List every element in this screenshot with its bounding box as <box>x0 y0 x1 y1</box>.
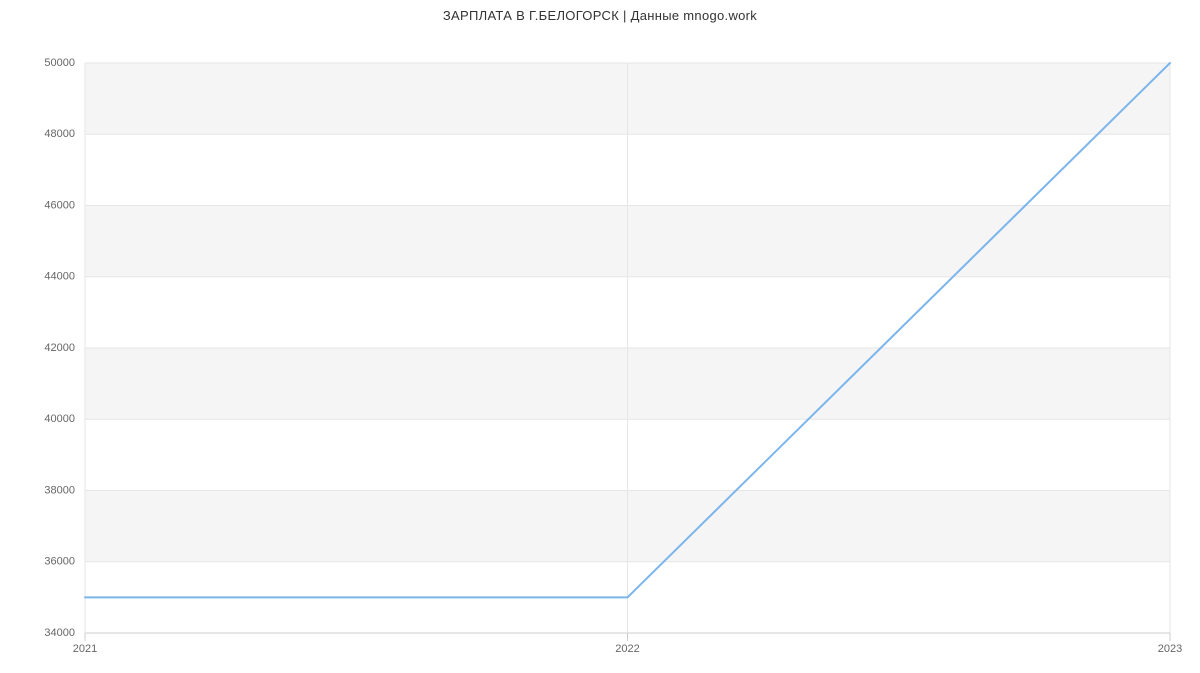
y-tick-label: 38000 <box>44 484 75 496</box>
y-tick-label: 34000 <box>44 627 75 639</box>
y-tick-label: 46000 <box>44 199 75 211</box>
x-tick-label: 2021 <box>73 643 97 655</box>
y-tick-label: 50000 <box>44 57 75 69</box>
y-tick-label: 36000 <box>44 556 75 568</box>
y-tick-label: 42000 <box>44 342 75 354</box>
chart-title: ЗАРПЛАТА В Г.БЕЛОГОРСК | Данные mnogo.wo… <box>0 0 1200 23</box>
x-tick-label: 2022 <box>615 643 639 655</box>
y-tick-label: 40000 <box>44 413 75 425</box>
x-tick-label: 2023 <box>1158 643 1182 655</box>
salary-line-chart: ЗАРПЛАТА В Г.БЕЛОГОРСК | Данные mnogo.wo… <box>0 0 1200 650</box>
y-tick-label: 48000 <box>44 128 75 140</box>
y-tick-label: 44000 <box>44 271 75 283</box>
chart-svg: 34000 36000 38000 40000 42000 44000 46000 48000… <box>0 23 1200 673</box>
